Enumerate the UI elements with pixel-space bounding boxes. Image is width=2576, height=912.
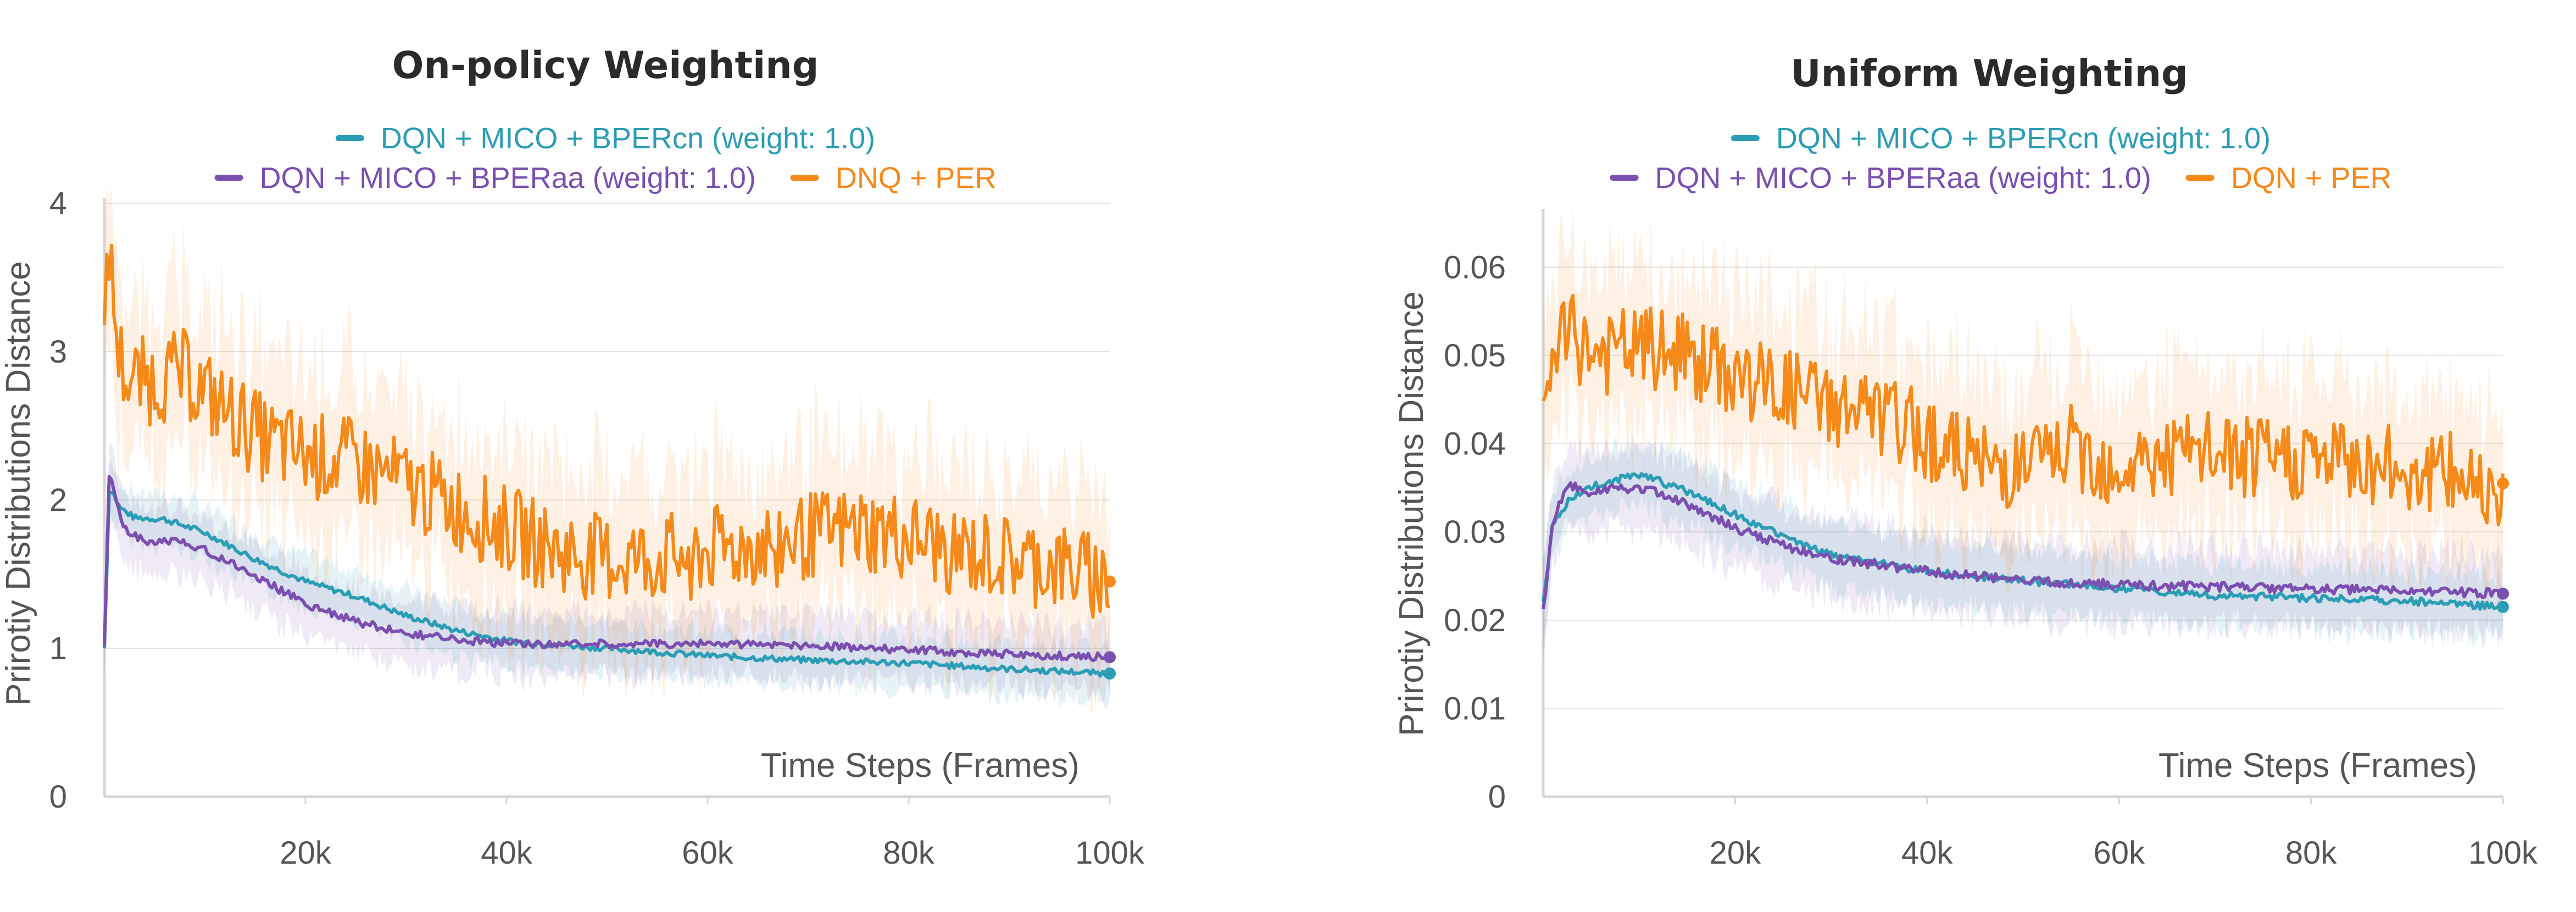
legend-entry-bpercn[interactable]: DQN + MICO + BPERcn (weight: 1.0) xyxy=(1731,121,2271,155)
legend-row-1: DQN + MICO + BPERcn (weight: 1.0) xyxy=(322,114,888,155)
legend-row-1: DQN + MICO + BPERcn (weight: 1.0) xyxy=(1718,114,2284,155)
x-tick-label: 80k xyxy=(2285,835,2338,871)
legend-label-bperaa: DQN + MICO + BPERaa (weight: 1.0) xyxy=(1655,161,2151,194)
series-end-point-bpercn[interactable] xyxy=(1104,667,1116,680)
chart-panel-on-policy: 0 1 2 3 4 20k 40k 60k 80k 100k On-policy Weightin… xyxy=(0,44,1145,871)
x-tick-label: 40k xyxy=(481,835,533,871)
legend-entry-bperaa[interactable]: DQN + MICO + BPERaa (weight: 1.0) xyxy=(214,161,756,195)
x-axis-label: Time Steps (Frames) xyxy=(2158,747,2477,785)
series-end-point-bperaa[interactable] xyxy=(1104,651,1116,664)
series-line-per[interactable] xyxy=(103,243,1110,619)
series-band-per xyxy=(1543,207,2503,629)
series-line-bpercn[interactable] xyxy=(1542,472,2504,611)
legend-label-per: DQN + PER xyxy=(2230,161,2392,194)
legend-swatch-bpercn xyxy=(335,135,364,141)
legend-swatch-per xyxy=(790,175,819,181)
series-band-bpercn xyxy=(1543,436,2503,652)
series-end-point-per[interactable] xyxy=(2497,477,2509,490)
x-tick-label: 60k xyxy=(682,835,734,871)
legend-label-bpercn: DQN + MICO + BPERcn (weight: 1.0) xyxy=(380,121,876,155)
y-tick-label: 0.02 xyxy=(1444,603,1506,638)
chart-svg-on-policy: 0 1 2 3 4 20k 40k 60k 80k 100k xyxy=(49,186,1145,871)
x-axis-label: Time Steps (Frames) xyxy=(761,747,1080,785)
legend-entry-bpercn[interactable]: DQN + MICO + BPERcn (weight: 1.0) xyxy=(335,121,876,155)
x-tick-label: 40k xyxy=(1901,835,1954,871)
y-tick-label: 0.04 xyxy=(1444,426,1506,462)
y-tick-label: 1 xyxy=(49,631,67,666)
series-end-point-bpercn[interactable] xyxy=(2497,600,2509,613)
y-axis-label: Prirotiy Distributions Distance xyxy=(1393,291,1431,736)
y-tick-label: 0 xyxy=(1488,779,1506,815)
legend-label-bperaa: DQN + MICO + BPERaa (weight: 1.0) xyxy=(259,161,756,194)
series-line-bperaa[interactable] xyxy=(103,475,1111,663)
y-tick-label: 4 xyxy=(49,186,67,221)
series-band-per xyxy=(104,187,1110,715)
series-line-per[interactable] xyxy=(1542,293,2505,527)
series-end-point-per[interactable] xyxy=(1104,575,1116,588)
chart-title: Uniform Weighting xyxy=(1790,52,2188,96)
legend-label-bpercn: DQN + MICO + BPERcn (weight: 1.0) xyxy=(1776,121,2271,155)
legend-row-2: DQN + MICO + BPERaa (weight: 1.0) DQN + … xyxy=(1597,154,2405,195)
y-tick-label: 0 xyxy=(49,779,67,815)
legend-row-2: DQN + MICO + BPERaa (weight: 1.0) DNQ + … xyxy=(202,154,1010,195)
series-band-bperaa xyxy=(104,444,1110,703)
y-tick-label: 0.05 xyxy=(1444,338,1506,374)
x-tick-label: 100k xyxy=(2468,835,2538,871)
x-tick-label: 80k xyxy=(883,835,935,871)
legend-swatch-per xyxy=(2185,175,2215,181)
y-tick-label: 2 xyxy=(49,482,67,518)
y-axis-label: Prirotiy Distributions Distance xyxy=(0,261,37,706)
y-tick-label: 0.01 xyxy=(1444,691,1506,726)
legend-label-per: DNQ + PER xyxy=(835,161,997,194)
x-tick-label: 60k xyxy=(2093,835,2145,871)
legend-swatch-bpercn xyxy=(1731,135,1760,141)
series-line-bperaa[interactable] xyxy=(1542,481,2504,609)
legend-swatch-bperaa xyxy=(214,175,243,181)
legend-entry-bperaa[interactable]: DQN + MICO + BPERaa (weight: 1.0) xyxy=(1610,161,2151,195)
y-tick-label: 0.03 xyxy=(1444,514,1506,550)
chart-svg-uniform: 0 0.01 0.02 0.03 0.04 0.05 0.06 20k 40k 60k 80k 100… xyxy=(1444,207,2538,871)
series-end-point-bperaa[interactable] xyxy=(2497,587,2509,600)
legend-entry-per[interactable]: DNQ + PER xyxy=(790,161,997,195)
y-tick-label: 3 xyxy=(49,334,67,370)
x-tick-label: 20k xyxy=(1710,835,1762,871)
legend-entry-per[interactable]: DQN + PER xyxy=(2185,161,2392,195)
y-tick-label: 0.06 xyxy=(1444,249,1506,285)
legend-swatch-bperaa xyxy=(1610,175,1639,181)
chart-panel-uniform: 0 0.01 0.02 0.03 0.04 0.05 0.06 20k 40k 60k 80k 100… xyxy=(1288,0,2576,912)
series-band-bperaa xyxy=(1543,433,2503,661)
chart-title: On-policy Weighting xyxy=(392,44,819,87)
x-tick-label: 100k xyxy=(1075,835,1145,871)
x-tick-label: 20k xyxy=(280,835,332,871)
